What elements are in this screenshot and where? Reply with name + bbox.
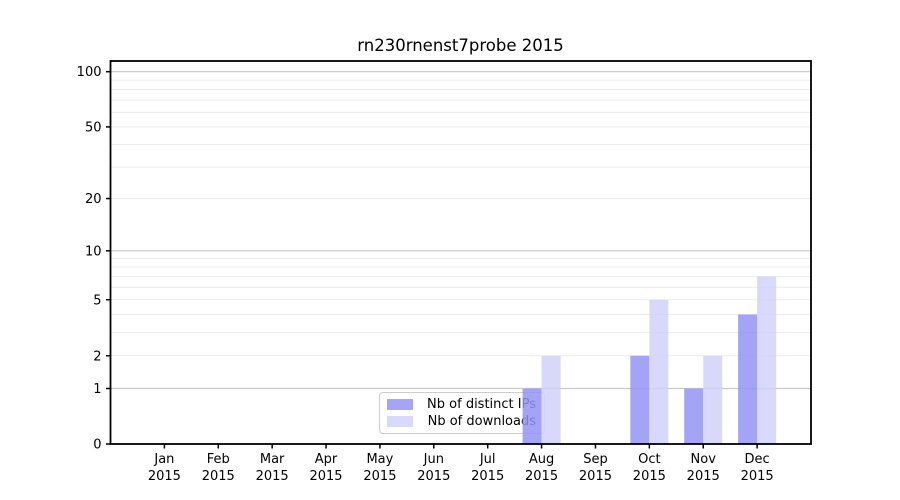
legend-entry-distinct-ips: Nb of distinct IPs xyxy=(387,396,536,413)
x-tick-label: Oct 2015 xyxy=(633,452,666,484)
x-tick-label: May 2015 xyxy=(363,452,396,484)
legend-label-distinct-ips: Nb of distinct IPs xyxy=(427,396,536,412)
bar-distinct-ips-nov xyxy=(684,388,704,444)
bar-downloads-oct xyxy=(649,299,669,444)
x-tick-label: Mar 2015 xyxy=(256,452,289,484)
y-tick-label: 0 xyxy=(93,438,101,453)
axis-frame xyxy=(109,60,812,445)
bar-downloads-nov xyxy=(703,355,723,444)
x-tick-label: Dec 2015 xyxy=(741,452,774,484)
legend-swatch-downloads xyxy=(387,416,413,428)
x-tick-label: Jun 2015 xyxy=(417,452,450,484)
legend-swatch-distinct-ips xyxy=(387,398,413,410)
x-tick-label: Feb 2015 xyxy=(202,452,235,484)
x-tick-label: Sep 2015 xyxy=(579,452,612,484)
bar-distinct-ips-dec xyxy=(738,314,758,444)
y-gridlines xyxy=(110,71,811,390)
legend-entry-downloads: Nb of downloads xyxy=(387,413,536,430)
y-tick-label: 1 xyxy=(93,382,101,397)
x-tick-label: Nov 2015 xyxy=(687,452,720,484)
y-tick-label: 2 xyxy=(93,349,101,364)
bar-distinct-ips-aug xyxy=(522,388,542,444)
y-tick-label: 5 xyxy=(93,293,101,308)
y-tick-label: 20 xyxy=(85,192,102,207)
bars-group xyxy=(522,276,777,444)
x-tick-label: Jul 2015 xyxy=(471,452,504,484)
y-tick-label: 10 xyxy=(85,244,102,259)
chart-title: rn230rnenst7probe 2015 xyxy=(357,36,564,55)
x-tick-label: Aug 2015 xyxy=(525,452,558,484)
bar-distinct-ips-oct xyxy=(630,355,650,444)
y-tick-label: 100 xyxy=(77,65,102,80)
x-tick-label: Apr 2015 xyxy=(309,452,342,484)
y-tick-label: 50 xyxy=(85,120,102,135)
x-axis: Jan 2015 Feb 2015 Mar 2015 Apr 2015 May 2015 Jun 20… xyxy=(148,444,774,484)
bar-downloads-dec xyxy=(757,276,777,444)
x-tick-label: Jan 2015 xyxy=(148,452,181,484)
legend-label-downloads: Nb of downloads xyxy=(427,414,536,430)
bar-downloads-aug xyxy=(541,355,561,444)
y-axis: 0 1 2 5 10 20 50 100 xyxy=(77,65,111,453)
